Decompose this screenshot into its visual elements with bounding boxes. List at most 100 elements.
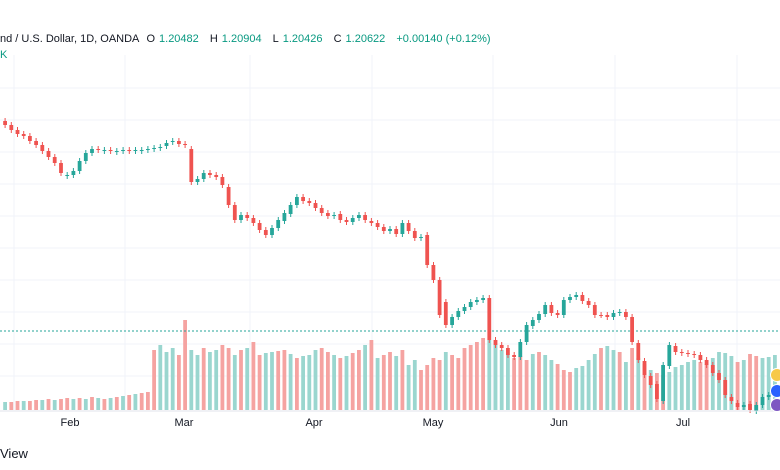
- volume-bar: [481, 338, 485, 410]
- candle-body: [21, 134, 26, 136]
- candle: [506, 345, 510, 358]
- candle: [34, 138, 38, 148]
- candle: [270, 225, 274, 238]
- volume-bar: [307, 355, 312, 410]
- volume-bar: [648, 370, 653, 410]
- close-value: 1.20622: [345, 33, 386, 45]
- candle-body: [419, 237, 423, 238]
- volume-bar: [698, 362, 703, 410]
- candle-body: [288, 205, 293, 214]
- candle: [524, 322, 529, 345]
- candle-body: [599, 315, 603, 316]
- volume-bar: [568, 372, 572, 410]
- volume-bar: [642, 364, 647, 410]
- candle: [443, 299, 448, 328]
- candle: [431, 262, 436, 283]
- volume-bar: [462, 348, 467, 410]
- volume-bar: [375, 358, 380, 410]
- volume-bar: [9, 402, 14, 410]
- candle: [214, 172, 219, 180]
- time-axis: Feb Mar Apr May Jun Jul: [0, 410, 780, 429]
- volume-bar: [487, 340, 492, 410]
- candle-body: [537, 314, 541, 320]
- open-label: O: [146, 33, 156, 45]
- candle: [288, 202, 293, 217]
- volume-bar: [301, 356, 305, 410]
- dividend-flag-icon[interactable]: [770, 384, 780, 398]
- volume-bar: [65, 398, 70, 410]
- candle-body: [717, 373, 721, 380]
- candle-body: [245, 215, 250, 218]
- candle: [257, 220, 262, 233]
- candle-body: [226, 187, 231, 205]
- candle-body: [443, 302, 448, 325]
- volume-bar: [208, 352, 212, 410]
- candle: [177, 138, 181, 147]
- volume-bar: [599, 348, 603, 410]
- volume-bar: [220, 345, 225, 410]
- candle-body: [630, 317, 634, 342]
- candle: [276, 217, 281, 231]
- volume-bar: [425, 365, 430, 410]
- volume-bar: [214, 350, 219, 410]
- candle-body: [468, 302, 473, 307]
- candle-body: [121, 150, 125, 151]
- volume-bar: [729, 356, 734, 410]
- volume-bar: [170, 348, 175, 410]
- volume-bar: [518, 356, 523, 410]
- candle: [28, 133, 32, 144]
- volume-bar: [263, 353, 268, 410]
- volume-bar: [586, 360, 591, 410]
- candle: [208, 170, 212, 178]
- volume-bar: [313, 350, 318, 410]
- candle: [549, 302, 554, 316]
- volume-bar: [288, 354, 293, 410]
- volume-bar: [127, 395, 132, 410]
- candle-body: [704, 360, 709, 365]
- candle: [65, 172, 70, 179]
- volume-bar: [133, 394, 138, 410]
- candle-body: [158, 147, 163, 148]
- candle-body: [363, 215, 367, 220]
- earnings-flag-icon[interactable]: [770, 398, 780, 412]
- volume-bar: [537, 352, 541, 410]
- candle-body: [475, 300, 479, 302]
- event-flag-icon[interactable]: [770, 368, 780, 382]
- close-label: C: [333, 33, 342, 45]
- volume-bar: [363, 345, 367, 410]
- candle: [400, 220, 405, 237]
- candle: [667, 342, 672, 369]
- candle-body: [77, 161, 82, 171]
- candle-body: [90, 149, 94, 153]
- symbol-title: nd / U.S. Dollar, 1D, OANDA: [0, 33, 140, 45]
- candle: [295, 194, 299, 208]
- candle: [59, 160, 63, 176]
- candle: [313, 200, 318, 211]
- volume-bar: [456, 358, 461, 410]
- volume-bar: [344, 356, 349, 410]
- candle: [723, 377, 728, 398]
- volume-bar: [270, 352, 274, 410]
- candle: [127, 147, 132, 154]
- candle: [462, 304, 467, 314]
- volume-bar: [28, 401, 32, 410]
- candle: [46, 148, 51, 160]
- candle: [158, 144, 163, 151]
- candle-body: [568, 297, 572, 300]
- candle-body: [580, 295, 585, 301]
- candle: [754, 402, 759, 414]
- volume-bar: [164, 352, 169, 410]
- candle-body: [183, 144, 187, 145]
- candle-body: [326, 213, 330, 216]
- candle-body: [40, 145, 45, 151]
- candle: [338, 211, 343, 223]
- candle: [326, 210, 330, 219]
- candle: [605, 312, 610, 320]
- candle-body: [239, 215, 243, 220]
- candle-body: [28, 136, 32, 141]
- candle: [710, 362, 715, 376]
- candle: [114, 148, 119, 155]
- candle-body: [282, 213, 287, 221]
- volume-bar: [59, 399, 63, 410]
